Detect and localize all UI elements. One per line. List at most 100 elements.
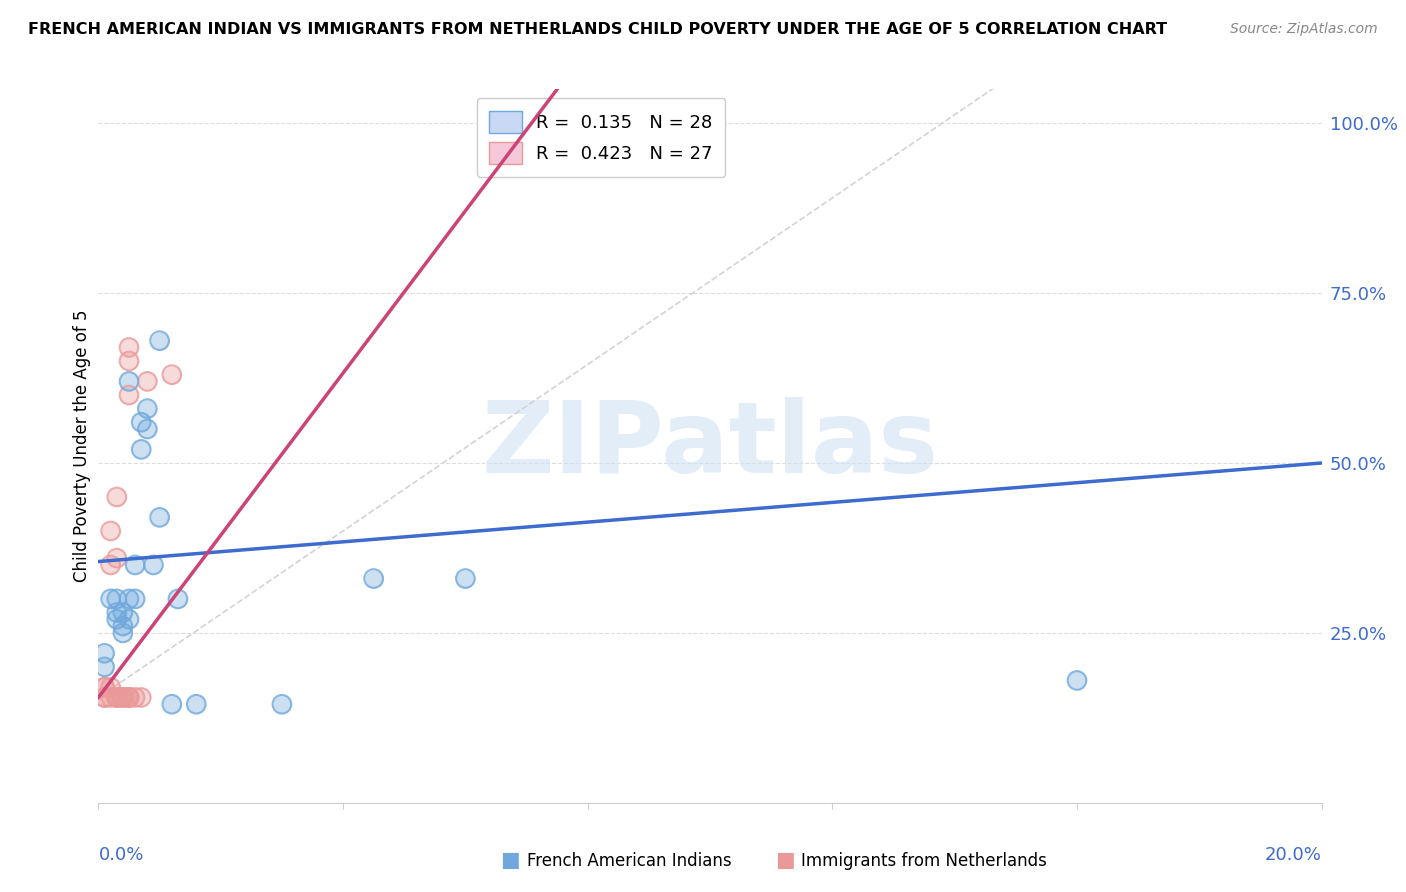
Text: 20.0%: 20.0% — [1265, 846, 1322, 863]
Point — [93, 690, 115, 705]
Text: FRENCH AMERICAN INDIAN VS IMMIGRANTS FROM NETHERLANDS CHILD POVERTY UNDER THE AG: FRENCH AMERICAN INDIAN VS IMMIGRANTS FRO… — [28, 22, 1167, 37]
Point — [118, 354, 141, 368]
Point — [149, 510, 172, 524]
Point — [129, 415, 152, 429]
Point — [111, 626, 134, 640]
Point — [111, 626, 134, 640]
Point — [93, 680, 115, 694]
Y-axis label: Child Poverty Under the Age of 5: Child Poverty Under the Age of 5 — [73, 310, 91, 582]
Point — [100, 680, 122, 694]
Point — [363, 572, 385, 586]
Point — [111, 690, 134, 705]
Point — [149, 510, 172, 524]
Point — [142, 558, 165, 572]
Text: ■: ■ — [775, 850, 794, 870]
Point — [93, 680, 115, 694]
Point — [105, 606, 128, 620]
Point — [105, 551, 128, 566]
Point — [93, 660, 115, 674]
Point — [699, 116, 721, 130]
Point — [118, 341, 141, 355]
Text: Source: ZipAtlas.com: Source: ZipAtlas.com — [1230, 22, 1378, 37]
Point — [136, 401, 159, 416]
Point — [100, 680, 122, 694]
Point — [129, 442, 152, 457]
Point — [124, 558, 146, 572]
Point — [118, 612, 141, 626]
Point — [111, 690, 134, 705]
Point — [93, 690, 115, 705]
Point — [111, 606, 134, 620]
Point — [124, 558, 146, 572]
Point — [118, 690, 141, 705]
Point — [124, 690, 146, 705]
Point — [105, 551, 128, 566]
Point — [124, 690, 146, 705]
Point — [124, 591, 146, 606]
Point — [167, 591, 190, 606]
Point — [100, 591, 122, 606]
Point — [105, 591, 128, 606]
Point — [105, 690, 128, 705]
Point — [100, 591, 122, 606]
Point — [118, 591, 141, 606]
Point — [100, 558, 122, 572]
Point — [118, 591, 141, 606]
Point — [136, 422, 159, 436]
Point — [105, 490, 128, 504]
Point — [118, 375, 141, 389]
Text: 0.0%: 0.0% — [98, 846, 143, 863]
Point — [111, 690, 134, 705]
Point — [167, 591, 190, 606]
Point — [118, 375, 141, 389]
Point — [111, 690, 134, 705]
Point — [118, 690, 141, 705]
Point — [454, 572, 477, 586]
Text: Immigrants from Netherlands: Immigrants from Netherlands — [801, 852, 1047, 870]
Point — [129, 690, 152, 705]
Point — [105, 690, 128, 705]
Point — [111, 619, 134, 633]
Point — [118, 690, 141, 705]
Point — [270, 698, 292, 712]
Point — [105, 690, 128, 705]
Point — [160, 698, 183, 712]
Point — [149, 334, 172, 348]
Point — [100, 524, 122, 538]
Point — [160, 368, 183, 382]
Text: ZIPatlas: ZIPatlas — [482, 398, 938, 494]
Point — [118, 690, 141, 705]
Point — [105, 690, 128, 705]
Point — [93, 660, 115, 674]
Point — [136, 422, 159, 436]
Point — [118, 388, 141, 402]
Point — [93, 680, 115, 694]
Point — [105, 591, 128, 606]
Point — [105, 612, 128, 626]
Point — [118, 690, 141, 705]
Point — [149, 334, 172, 348]
Point — [363, 572, 385, 586]
Point — [93, 646, 115, 660]
Point — [100, 690, 122, 705]
Point — [136, 375, 159, 389]
Point — [105, 606, 128, 620]
Point — [118, 690, 141, 705]
Point — [93, 690, 115, 705]
Point — [118, 354, 141, 368]
Point — [105, 490, 128, 504]
Point — [186, 698, 208, 712]
Point — [142, 558, 165, 572]
Point — [136, 401, 159, 416]
Point — [129, 690, 152, 705]
Point — [136, 375, 159, 389]
Point — [160, 698, 183, 712]
Legend: R =  0.135   N = 28, R =  0.423   N = 27: R = 0.135 N = 28, R = 0.423 N = 27 — [477, 98, 725, 177]
Point — [1066, 673, 1088, 688]
Point — [118, 612, 141, 626]
Point — [111, 690, 134, 705]
Point — [100, 524, 122, 538]
Point — [118, 388, 141, 402]
Point — [129, 415, 152, 429]
Point — [105, 612, 128, 626]
